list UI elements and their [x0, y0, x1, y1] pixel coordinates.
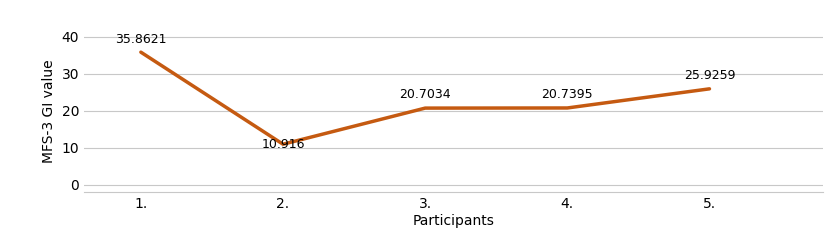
- Text: 35.8621: 35.8621: [115, 32, 166, 46]
- Text: 20.7395: 20.7395: [542, 88, 593, 101]
- Text: 20.7034: 20.7034: [399, 89, 451, 101]
- Text: 25.9259: 25.9259: [684, 69, 735, 82]
- Text: 10.916: 10.916: [261, 138, 305, 151]
- X-axis label: Participants: Participants: [412, 214, 495, 228]
- Y-axis label: MFS-3 GI value: MFS-3 GI value: [42, 59, 56, 163]
